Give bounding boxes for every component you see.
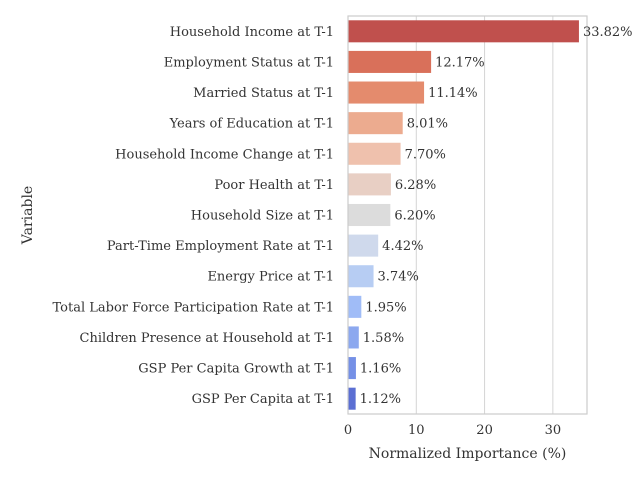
value-label: 12.17%: [435, 55, 485, 70]
x-tick-label: 20: [476, 423, 493, 438]
bar: [348, 326, 359, 349]
category-label: Poor Health at T-1: [214, 178, 334, 193]
axes-frame: [347, 15, 588, 415]
y-axis-title: Variable: [20, 186, 36, 245]
category-label: GSP Per Capita at T-1: [192, 392, 334, 407]
value-label: 33.82%: [583, 25, 633, 40]
bar: [348, 357, 356, 380]
bar: [348, 112, 403, 135]
bar: [348, 20, 579, 43]
x-axis-title: Normalized Importance (%): [369, 446, 567, 462]
category-label: Children Presence at Household at T-1: [80, 331, 334, 346]
value-label: 6.20%: [394, 209, 435, 224]
value-label: 6.28%: [395, 178, 436, 193]
category-label: Household Size at T-1: [191, 209, 334, 224]
value-label: 11.14%: [428, 86, 478, 101]
category-label: Household Income Change at T-1: [115, 147, 334, 162]
category-label: GSP Per Capita Growth at T-1: [138, 362, 334, 377]
category-label: Total Labor Force Participation Rate at …: [53, 300, 334, 315]
bar: [348, 203, 391, 227]
category-label: Energy Price at T-1: [207, 270, 334, 285]
x-tick-label: 30: [545, 423, 562, 438]
category-label: Married Status at T-1: [193, 86, 334, 101]
x-tick-label: 10: [408, 423, 425, 438]
bars: [348, 20, 579, 410]
bar: [348, 234, 379, 257]
bar: [348, 142, 401, 165]
value-label: 4.42%: [382, 239, 423, 254]
bar: [348, 173, 391, 196]
value-label: 1.12%: [360, 392, 401, 407]
value-label: 1.16%: [360, 362, 401, 377]
bar: [348, 387, 356, 410]
plot-frame: [347, 15, 588, 415]
bar: [348, 50, 432, 73]
category-label: Employment Status at T-1: [164, 55, 334, 70]
value-label: 8.01%: [407, 117, 448, 132]
value-label: 1.95%: [365, 300, 406, 315]
value-label: 1.58%: [363, 331, 404, 346]
labels: 0 10 20 30 Household Income at T-1 33.82% Empl…: [53, 25, 633, 438]
category-label: Part-Time Employment Rate at T-1: [107, 239, 334, 254]
value-label: 7.70%: [405, 147, 446, 162]
bar: [348, 81, 425, 104]
category-label: Household Income at T-1: [170, 25, 334, 40]
bar: [348, 265, 374, 288]
category-label: Years of Education at T-1: [169, 117, 334, 132]
value-label: 3.74%: [378, 270, 419, 285]
bar: [348, 295, 362, 318]
x-tick-label: 0: [344, 423, 352, 438]
